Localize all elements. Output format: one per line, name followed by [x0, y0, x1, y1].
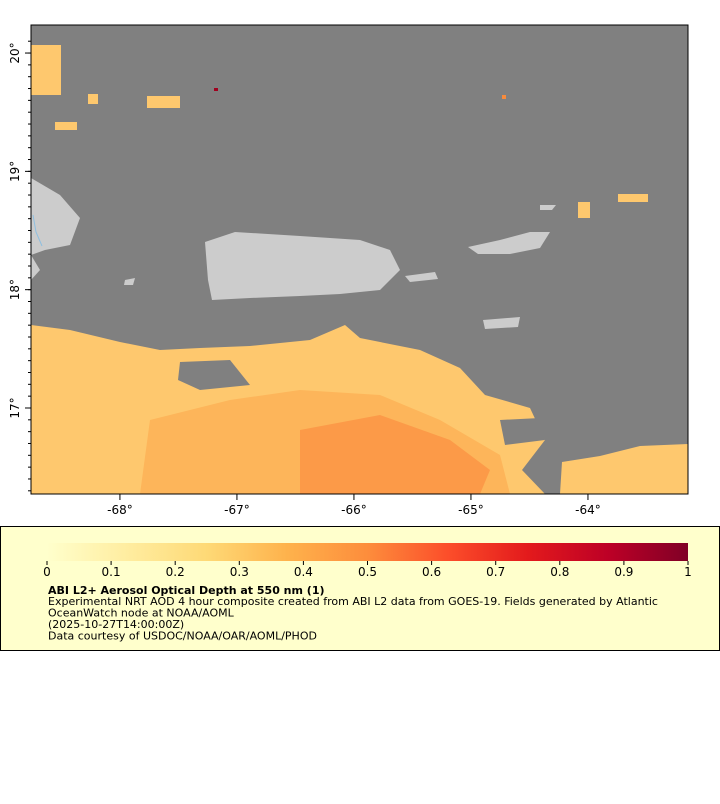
colorbar-tick-label: 0.7	[486, 565, 505, 579]
colorbar-tick-label: 0.9	[614, 565, 633, 579]
colorbar-tick-label: 1	[684, 565, 692, 579]
x-tick-label: -68°	[107, 503, 133, 517]
colorbar-tick-label: 0.2	[166, 565, 185, 579]
x-tick-label: -67°	[224, 503, 250, 517]
x-tick-label: -66°	[341, 503, 367, 517]
river	[32, 214, 43, 247]
land	[31, 178, 556, 329]
x-tick-label: -64°	[575, 503, 601, 517]
colorbar-tick-label: 0.6	[422, 565, 441, 579]
colorbar-tick-label: 0.5	[358, 565, 377, 579]
map-layer	[31, 25, 688, 494]
colorbar-tick-label: 0.3	[230, 565, 249, 579]
caption-title: ABI L2+ Aerosol Optical Depth at 550 nm …	[48, 584, 325, 597]
caption-line: Experimental NRT AOD 4 hour composite cr…	[48, 595, 658, 608]
map-frame	[30, 24, 689, 495]
colorbar-tick-label: 0	[43, 565, 51, 579]
y-tick-label: 18°	[8, 279, 22, 300]
x-tick-label: -65°	[458, 503, 484, 517]
aod-field	[31, 45, 688, 494]
colorbar-tick-label: 0.1	[102, 565, 121, 579]
colorbar	[47, 543, 688, 561]
colorbar-tick-label: 0.8	[550, 565, 569, 579]
caption-line: Data courtesy of USDOC/NOAA/OAR/AOML/PHO…	[48, 630, 317, 643]
caption-line: (2025-10-27T14:00:00Z)	[48, 618, 184, 631]
y-tick-label: 19°	[8, 161, 22, 182]
y-tick-label: 17°	[8, 397, 22, 418]
colorbar-tick-label: 0.4	[294, 565, 313, 579]
caption-line: OceanWatch node at NOAA/AOML	[48, 607, 235, 620]
y-tick-label: 20°	[8, 42, 22, 63]
